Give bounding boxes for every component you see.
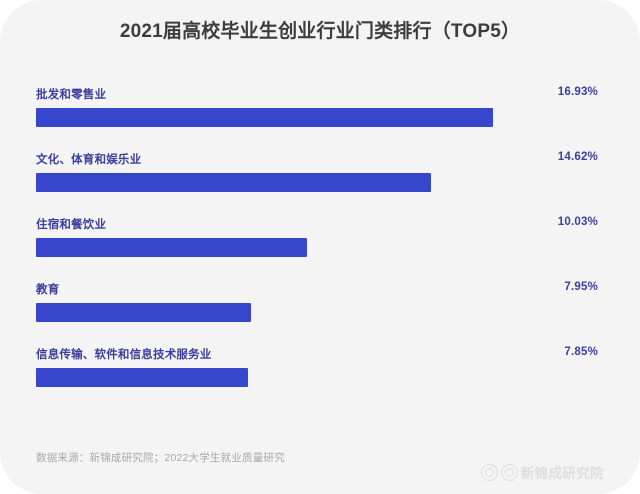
bar-chart-rows: 批发和零售业 16.93% 文化、体育和娱乐业 14.62% 住宿和餐饮业 10… [36, 86, 598, 411]
at-circle-icon [500, 463, 518, 481]
bar-track [36, 238, 598, 257]
bar-value-label: 14.62% [557, 151, 598, 163]
bar-category-label: 文化、体育和娱乐业 [36, 154, 142, 166]
bar-category-label: 信息传输、软件和信息技术服务业 [36, 349, 212, 361]
bar-value-label: 7.95% [564, 281, 598, 293]
bar-row: 教育 7.95% [36, 281, 598, 346]
bar-row-header: 信息传输、软件和信息技术服务业 7.85% [36, 346, 598, 366]
bar-track [36, 173, 598, 192]
bar-value-label: 16.93% [557, 86, 598, 98]
bar-category-label: 批发和零售业 [36, 89, 107, 101]
bar-track [36, 368, 598, 387]
bar-row-header: 教育 7.95% [36, 281, 598, 301]
bar-category-label: 教育 [36, 284, 60, 296]
bar-row: 信息传输、软件和信息技术服务业 7.85% [36, 346, 598, 411]
bar-row-header: 批发和零售业 16.93% [36, 86, 598, 106]
bar-track [36, 303, 598, 322]
source-note: 数据来源：新锦成研究院；2022大学生就业质量研究 [36, 452, 285, 464]
bar-row: 批发和零售业 16.93% [36, 86, 598, 151]
bar-row: 文化、体育和娱乐业 14.62% [36, 151, 598, 216]
bar-category-label: 住宿和餐饮业 [36, 219, 107, 231]
bar-row: 住宿和餐饮业 10.03% [36, 216, 598, 281]
bar-fill [36, 368, 249, 387]
bar-fill [36, 173, 432, 192]
bar-track [36, 108, 598, 127]
bar-value-label: 7.85% [564, 346, 598, 358]
bar-fill [36, 108, 494, 127]
bar-value-label: 10.03% [557, 216, 598, 228]
weibo-logo-icon [480, 463, 498, 481]
page-title: 2021届高校毕业生创业行业门类排行（TOP5） [119, 21, 521, 42]
watermark-label: 新锦成研究院 [520, 466, 604, 481]
watermark: 新锦成研究院 [480, 462, 604, 482]
bar-fill [36, 238, 307, 257]
bar-row-header: 住宿和餐饮业 10.03% [36, 216, 598, 236]
bar-row-header: 文化、体育和娱乐业 14.62% [36, 151, 598, 171]
bar-fill [36, 303, 251, 322]
